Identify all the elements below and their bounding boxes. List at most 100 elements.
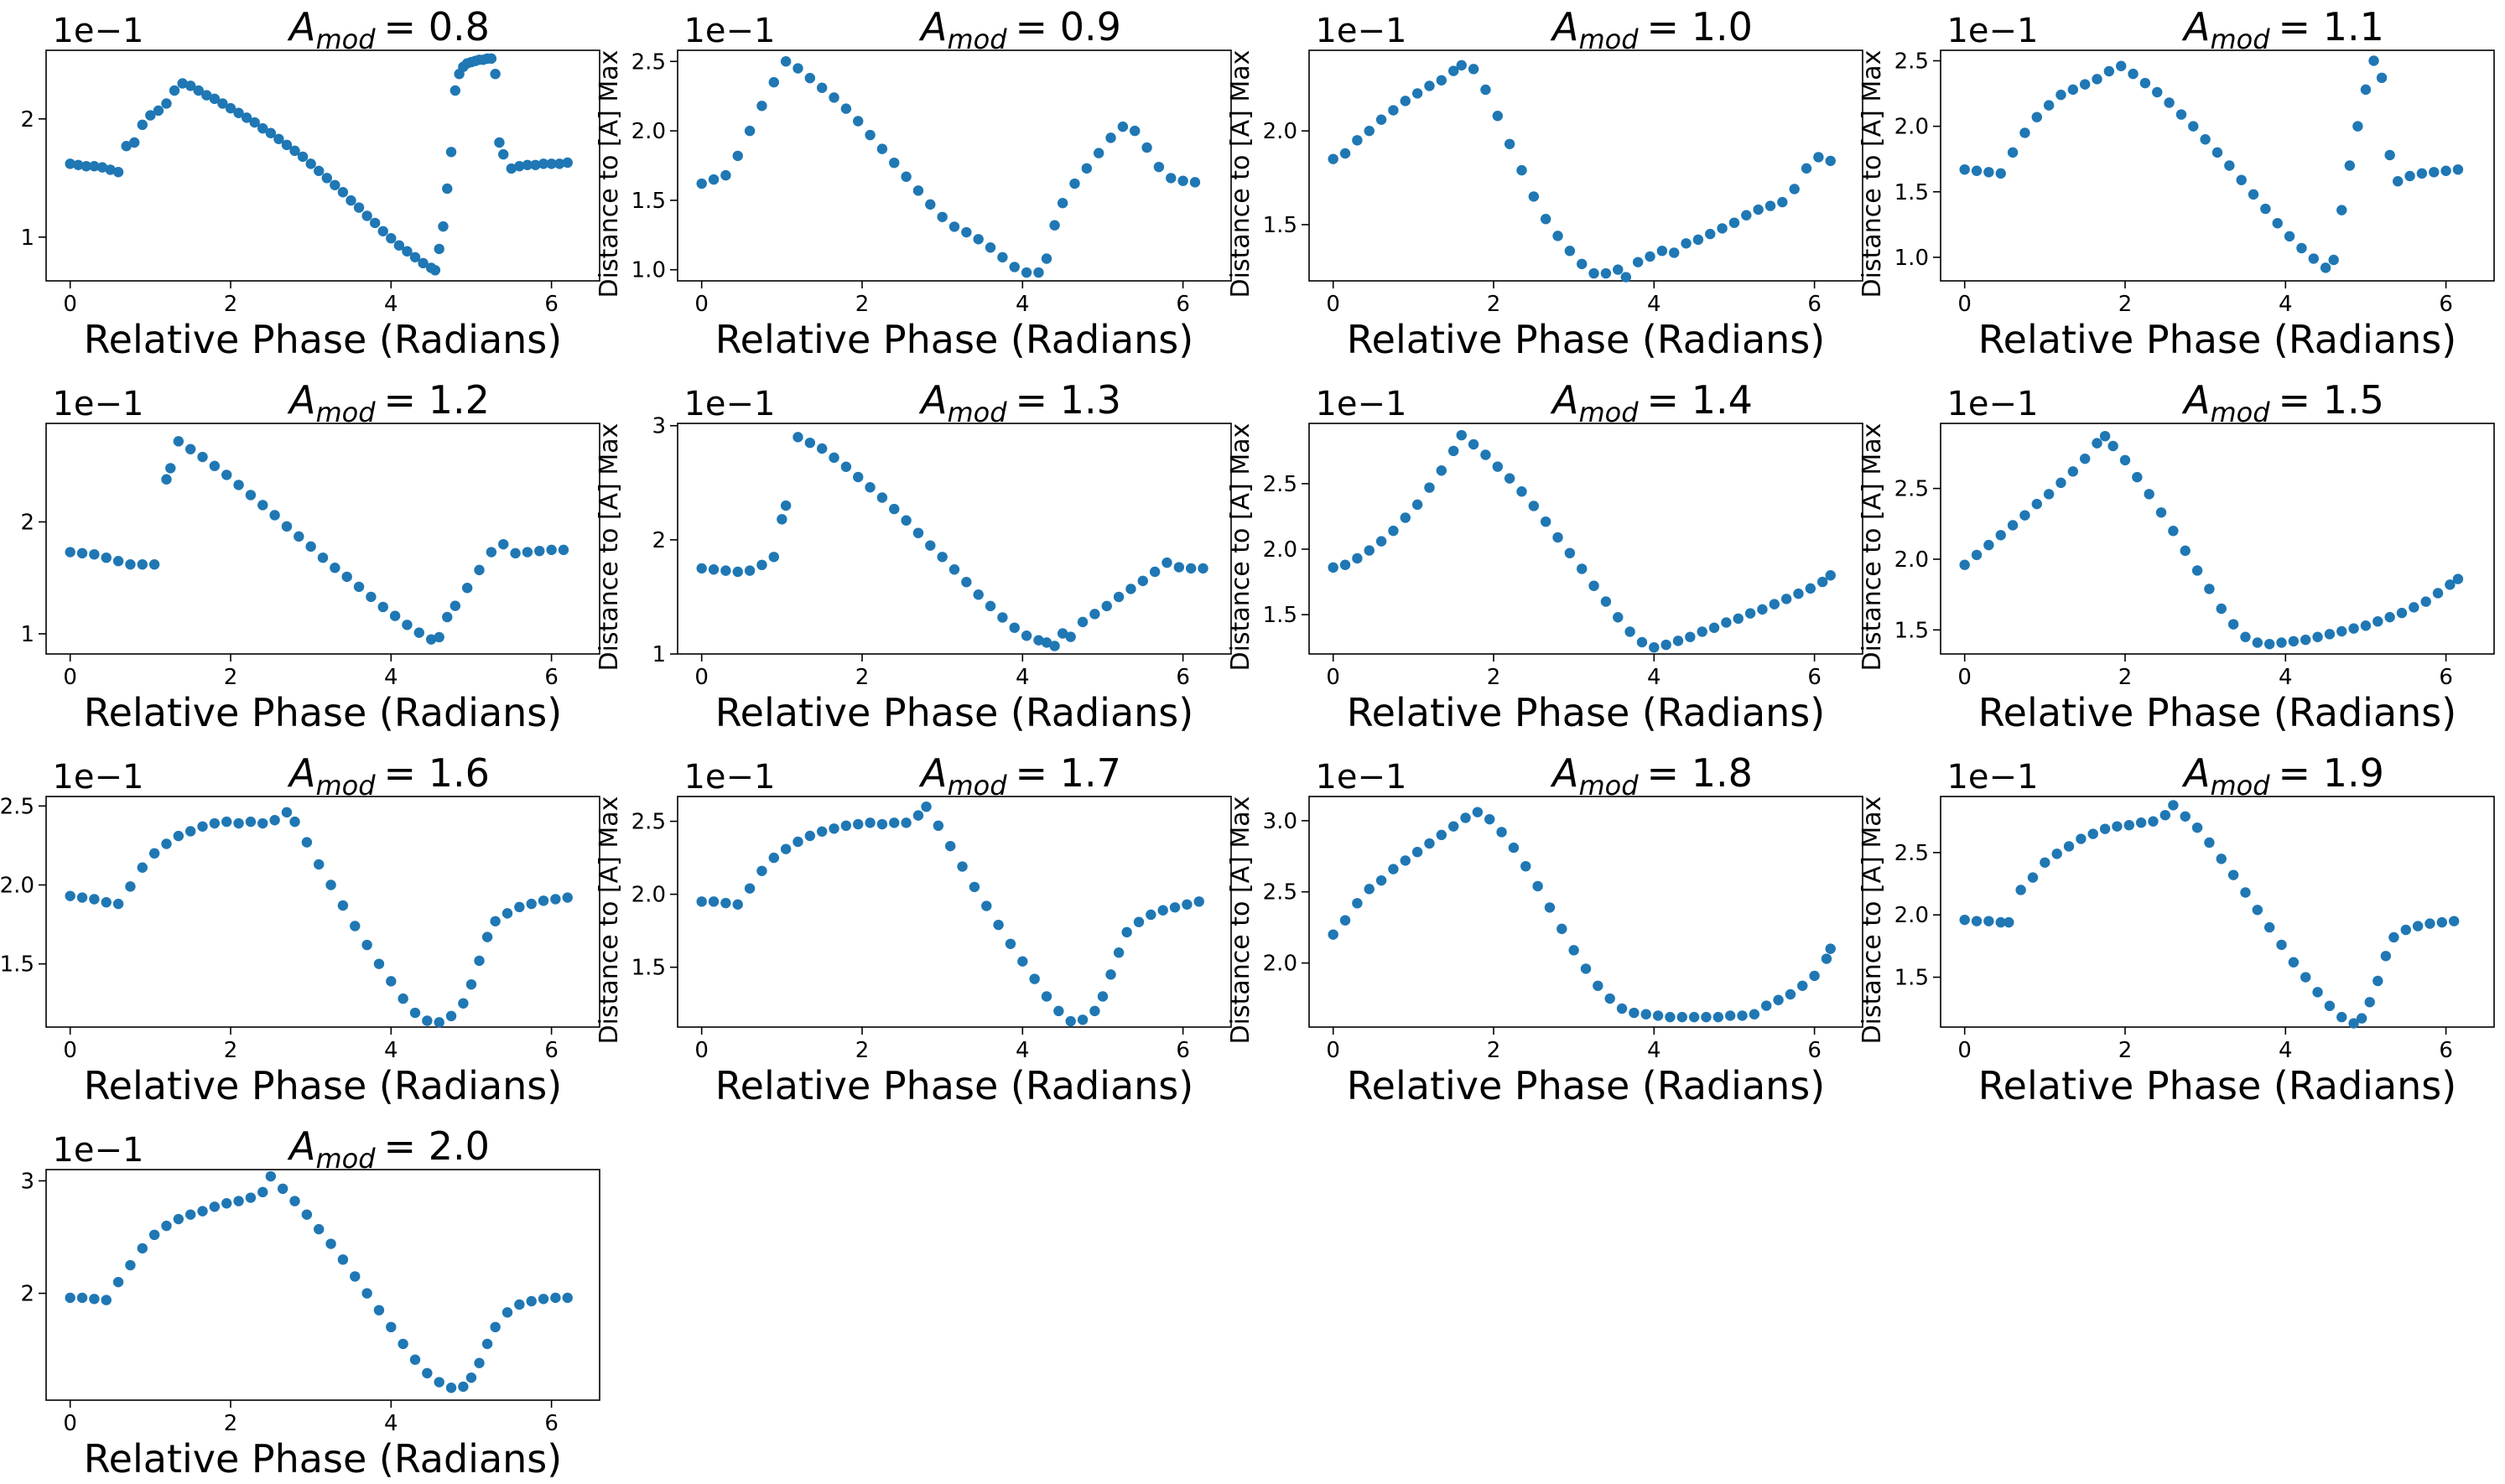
data-point <box>161 838 172 849</box>
data-point <box>1825 943 1836 954</box>
data-point <box>1364 545 1375 556</box>
data-point <box>1364 125 1375 137</box>
x-tick-label: 6 <box>544 665 559 690</box>
data-point <box>1484 813 1495 825</box>
data-point <box>1669 247 1680 258</box>
data-point <box>961 226 972 238</box>
data-point <box>1411 88 1423 99</box>
data-point <box>257 817 268 829</box>
data-point <box>2119 454 2131 466</box>
data-point <box>112 555 124 567</box>
data-point <box>732 566 743 578</box>
data-point <box>2227 619 2239 630</box>
data-point <box>1649 641 1660 653</box>
data-point <box>876 818 888 830</box>
data-point <box>2003 916 2014 928</box>
data-point <box>1105 969 1116 980</box>
data-point <box>289 145 300 157</box>
data-point <box>289 816 300 828</box>
data-point <box>1411 499 1423 511</box>
title-subscript: mod <box>2210 397 2270 428</box>
title-subscript: mod <box>315 23 376 55</box>
data-point <box>2200 134 2211 145</box>
data-point <box>1733 613 1744 625</box>
data-point <box>546 544 557 556</box>
x-tick-label: 6 <box>1807 292 1822 317</box>
data-point <box>793 63 803 74</box>
axis-offset-text: 1e−1 <box>1946 385 2038 423</box>
data-point <box>346 195 356 206</box>
data-point <box>301 837 313 848</box>
data-point <box>1749 1009 1760 1020</box>
data-point <box>2320 262 2331 273</box>
x-axis-label: Relative Phase (Radians) <box>715 1063 1193 1108</box>
data-point <box>2252 905 2263 916</box>
x-tick-label: 4 <box>1016 292 1030 317</box>
data-point <box>165 463 176 474</box>
data-point <box>209 817 221 829</box>
data-point <box>305 541 316 553</box>
data-point <box>2043 489 2055 500</box>
y-tick-label: 2.0 <box>1894 115 1929 140</box>
data-point <box>429 265 441 276</box>
data-point <box>2400 924 2411 936</box>
data-point <box>125 1259 136 1271</box>
data-point <box>330 179 340 190</box>
data-point <box>1564 246 1576 257</box>
data-point <box>562 892 573 903</box>
title-symbol: A <box>1550 377 1578 423</box>
data-point <box>2216 603 2227 615</box>
data-point <box>65 1292 75 1304</box>
x-tick-label: 6 <box>544 1038 559 1063</box>
data-point <box>1995 168 2006 179</box>
data-point <box>2424 918 2435 929</box>
title-value: = 1.8 <box>1647 750 1753 796</box>
data-point <box>2236 174 2247 185</box>
data-point <box>65 547 75 558</box>
x-tick-label: 2 <box>855 665 870 690</box>
data-point <box>2432 588 2444 599</box>
data-point <box>1492 111 1503 122</box>
data-point <box>1182 899 1193 910</box>
data-point <box>1089 609 1100 620</box>
data-point <box>1995 530 2006 541</box>
y-axis-label: Distance to [A] Max <box>1226 796 1255 1045</box>
data-point <box>948 221 960 232</box>
data-point <box>1632 257 1644 267</box>
data-point <box>2436 916 2448 928</box>
data-point <box>558 544 569 556</box>
data-point <box>1375 874 1387 886</box>
data-point <box>1504 138 1515 149</box>
data-point <box>1049 220 1060 231</box>
x-tick-label: 2 <box>2118 1038 2133 1063</box>
title-value: = 0.9 <box>1016 4 1121 49</box>
data-point <box>2007 147 2019 158</box>
data-point <box>997 252 1008 263</box>
data-point <box>1352 553 1363 564</box>
y-tick-label: 3 <box>20 1169 34 1194</box>
data-point <box>2344 160 2356 171</box>
x-tick-label: 0 <box>63 292 77 317</box>
data-point <box>1436 465 1447 476</box>
data-point <box>434 1377 444 1388</box>
y-tick-label: 2 <box>20 510 34 535</box>
data-point <box>294 531 304 542</box>
data-point <box>317 552 329 563</box>
data-point <box>1447 445 1459 457</box>
plot-frame <box>677 49 1232 282</box>
data-point <box>2404 170 2415 182</box>
x-tick-label: 0 <box>1957 292 1972 317</box>
x-tick-label: 4 <box>1016 665 1030 690</box>
x-tick-label: 6 <box>1176 665 1190 690</box>
data-point <box>1146 909 1156 921</box>
data-point <box>269 510 280 521</box>
data-point <box>522 159 533 170</box>
data-point <box>829 823 839 834</box>
data-point <box>553 158 565 169</box>
data-point <box>330 563 340 573</box>
data-point <box>377 226 388 236</box>
data-point <box>481 931 493 942</box>
axis-offset-text: 1e−1 <box>52 1131 143 1170</box>
plot-frame <box>677 423 1232 655</box>
data-point <box>534 545 545 557</box>
